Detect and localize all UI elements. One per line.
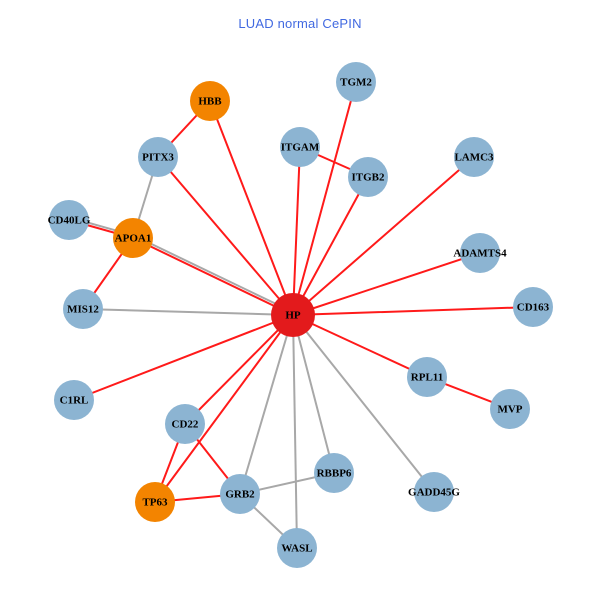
node-circle[interactable]: [49, 200, 89, 240]
graph-node[interactable]: LAMC3: [454, 137, 494, 177]
graph-node[interactable]: CD22: [165, 404, 205, 444]
node-circle[interactable]: [63, 289, 103, 329]
graph-edge: [184, 314, 294, 425]
graph-node[interactable]: HP: [271, 293, 315, 337]
node-circle[interactable]: [348, 157, 388, 197]
graph-node[interactable]: ITGB2: [348, 157, 388, 197]
graph-edge: [133, 234, 296, 314]
graph-node[interactable]: RPL11: [407, 357, 447, 397]
graph-node[interactable]: WASL: [277, 528, 317, 568]
graph-node[interactable]: MVP: [490, 389, 530, 429]
node-circle[interactable]: [280, 127, 320, 167]
node-circle[interactable]: [407, 357, 447, 397]
graph-edge: [292, 81, 357, 316]
node-circle[interactable]: [54, 380, 94, 420]
graph-node[interactable]: ADAMTS4: [453, 233, 507, 273]
node-circle[interactable]: [490, 389, 530, 429]
graph-node[interactable]: CD163: [513, 287, 553, 327]
graph-edge: [132, 237, 294, 316]
node-layer: HP HBB APOA1 TP63 PITX3 CD40LG MIS12 C1RL CD22 GR…: [48, 62, 553, 568]
node-circle[interactable]: [414, 472, 454, 512]
graph-edge: [82, 308, 294, 316]
graph-node[interactable]: GRB2: [220, 474, 260, 514]
graph-node[interactable]: HBB: [190, 81, 230, 121]
graph-edge: [209, 100, 294, 316]
node-circle[interactable]: [277, 528, 317, 568]
graph-edge: [292, 314, 435, 493]
node-circle[interactable]: [220, 474, 260, 514]
node-circle[interactable]: [138, 137, 178, 177]
node-circle[interactable]: [513, 287, 553, 327]
graph-node[interactable]: CD40LG: [48, 200, 91, 240]
graph-node[interactable]: PITX3: [138, 137, 178, 177]
node-circle[interactable]: [460, 233, 500, 273]
graph-node[interactable]: MIS12: [63, 289, 103, 329]
graph-node[interactable]: ITGAM: [280, 127, 320, 167]
graph-edge: [157, 156, 294, 316]
graph-edge: [292, 314, 335, 474]
graph-node[interactable]: C1RL: [54, 380, 94, 420]
graph-edge: [154, 314, 294, 503]
graph-edge: [292, 306, 534, 316]
node-circle[interactable]: [454, 137, 494, 177]
graph-edge: [292, 314, 428, 378]
graph-node[interactable]: APOA1: [113, 218, 153, 258]
node-circle[interactable]: [190, 81, 230, 121]
graph-edge: [292, 252, 481, 316]
node-circle[interactable]: [113, 218, 153, 258]
graph-node[interactable]: GADD45G: [408, 472, 460, 512]
graph-node[interactable]: TP63: [135, 482, 175, 522]
graph-edge: [292, 176, 369, 316]
node-circle[interactable]: [135, 482, 175, 522]
graph-edge: [292, 146, 301, 316]
graph-node[interactable]: RBBP6: [314, 453, 354, 493]
node-circle[interactable]: [314, 453, 354, 493]
node-circle[interactable]: [336, 62, 376, 102]
graph-node[interactable]: TGM2: [336, 62, 376, 102]
page-title: LUAD normal CePIN: [238, 16, 362, 31]
graph-edge: [239, 314, 294, 495]
graph-edge: [292, 156, 475, 316]
node-circle[interactable]: [271, 293, 315, 337]
node-circle[interactable]: [165, 404, 205, 444]
graph-edge: [73, 314, 294, 401]
graph-edge: [292, 314, 298, 549]
